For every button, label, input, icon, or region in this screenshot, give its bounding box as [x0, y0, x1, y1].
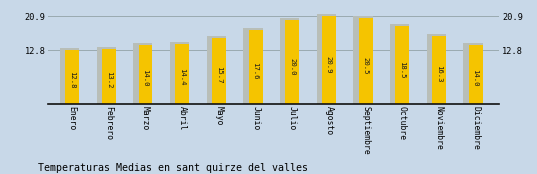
- Text: 15.7: 15.7: [216, 66, 222, 83]
- Text: 20.9: 20.9: [326, 56, 332, 73]
- Text: 13.2: 13.2: [106, 71, 112, 88]
- Bar: [280, 18, 299, 104]
- Text: 14.0: 14.0: [142, 69, 149, 86]
- Bar: [102, 49, 116, 104]
- Text: 16.3: 16.3: [436, 65, 442, 82]
- Bar: [469, 45, 483, 104]
- Bar: [139, 45, 153, 104]
- Bar: [212, 38, 226, 104]
- Bar: [317, 14, 336, 104]
- Bar: [243, 28, 263, 104]
- Bar: [170, 42, 189, 104]
- Bar: [463, 44, 483, 104]
- Bar: [395, 26, 409, 104]
- Bar: [353, 16, 373, 104]
- Bar: [249, 30, 263, 104]
- Text: 14.0: 14.0: [473, 69, 478, 86]
- Bar: [133, 44, 153, 104]
- Text: 12.8: 12.8: [69, 71, 75, 89]
- Text: 17.6: 17.6: [252, 62, 258, 80]
- Bar: [65, 50, 79, 104]
- Bar: [175, 44, 189, 104]
- Bar: [207, 36, 226, 104]
- Bar: [359, 18, 373, 104]
- Bar: [97, 47, 116, 104]
- Text: 14.4: 14.4: [179, 68, 185, 86]
- Bar: [427, 34, 446, 104]
- Bar: [60, 49, 79, 104]
- Text: 20.0: 20.0: [289, 58, 295, 75]
- Text: 18.5: 18.5: [399, 61, 405, 78]
- Text: 20.5: 20.5: [362, 57, 368, 74]
- Bar: [390, 24, 409, 104]
- Text: Temperaturas Medias en sant quirze del valles: Temperaturas Medias en sant quirze del v…: [38, 163, 308, 173]
- Bar: [322, 16, 336, 104]
- Bar: [432, 36, 446, 104]
- Bar: [285, 20, 299, 104]
